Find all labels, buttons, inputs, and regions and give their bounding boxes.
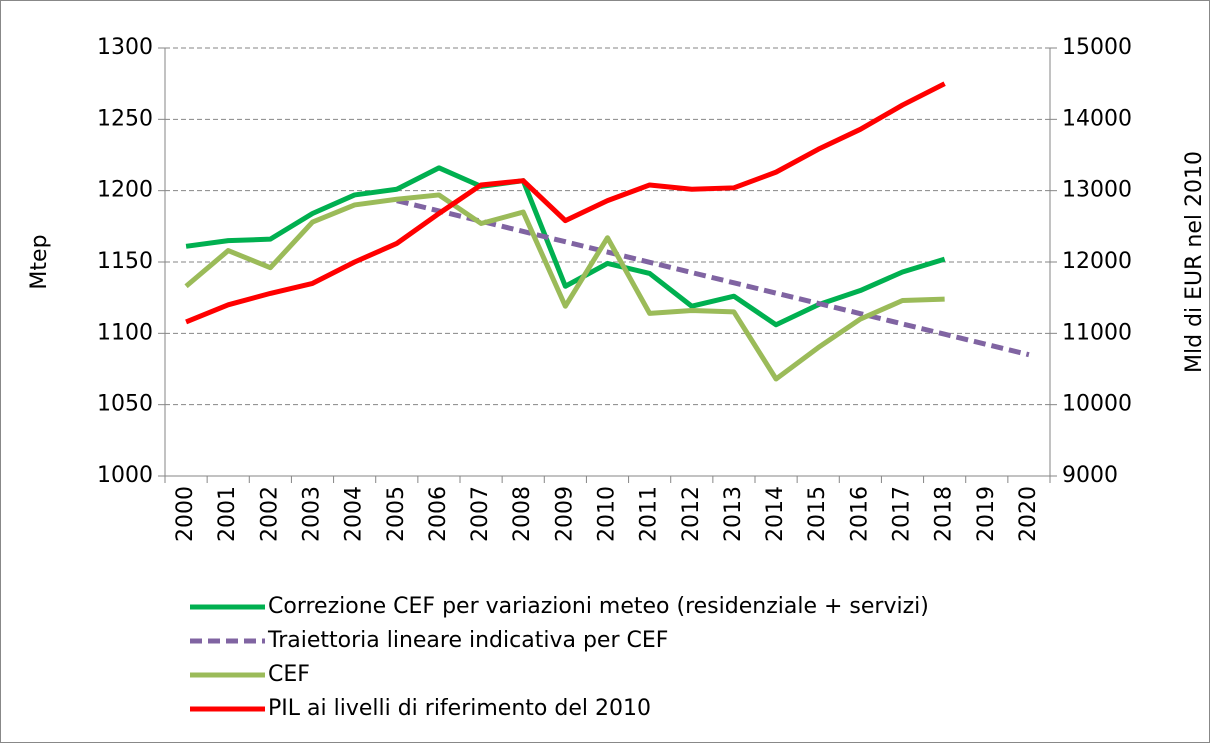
x-tick-label: 2015: [805, 486, 830, 542]
y2-tick-label: 14000: [1062, 106, 1132, 131]
x-tick-label: 2000: [173, 486, 198, 542]
series-line: [396, 198, 1030, 358]
x-tick-label: 2010: [595, 486, 620, 542]
x-tick-label: 2004: [342, 486, 367, 542]
y-tick-label: 1300: [97, 35, 153, 60]
legend-label: Correzione CEF per variazioni meteo (res…: [268, 594, 929, 619]
y-tick-label: 1200: [97, 178, 153, 203]
x-tick-label: 2002: [257, 486, 282, 542]
x-tick-label: 2016: [847, 486, 872, 542]
y-tick-label: 1050: [97, 392, 153, 417]
x-tick-label: 2017: [890, 486, 915, 542]
x-tick-label: 2006: [426, 486, 451, 542]
y-tick-label: 1250: [97, 106, 153, 131]
series-line: [184, 192, 945, 382]
series-line: [185, 81, 946, 325]
y2-tick-label: 10000: [1062, 392, 1132, 417]
x-tick-label: 2007: [468, 486, 493, 542]
y-axis-title: Mtep: [27, 234, 52, 289]
x-tick-label: 2013: [721, 486, 746, 542]
x-tick-label: 2011: [637, 486, 662, 542]
x-tick-label: 2019: [974, 486, 999, 542]
x-tick-label: 2018: [932, 486, 957, 542]
y2-tick-label: 13000: [1062, 178, 1132, 203]
x-tick-label: 2020: [1016, 486, 1041, 542]
x-tick-label: 2003: [300, 486, 325, 542]
x-tick-label: 2009: [552, 486, 577, 542]
x-tick-label: 2012: [679, 486, 704, 542]
y2-tick-label: 15000: [1062, 35, 1132, 60]
x-tick-label: 2001: [215, 486, 240, 542]
legend: Correzione CEF per variazioni meteo (res…: [190, 594, 929, 721]
x-tick-label: 2005: [384, 486, 409, 542]
y2-tick-label: 11000: [1062, 320, 1132, 345]
y2-tick-label: 9000: [1062, 463, 1118, 488]
legend-label: CEF: [268, 662, 310, 687]
x-tick-label: 2014: [763, 486, 788, 542]
y-tick-label: 1100: [97, 320, 153, 345]
y2-tick-label: 12000: [1062, 249, 1132, 274]
x-tick-label: 2008: [510, 486, 535, 542]
y2-axis-title: Mld di EUR nel 2010: [1182, 151, 1207, 373]
legend-label: Traiettoria lineare indicativa per CEF: [267, 628, 668, 653]
y-tick-label: 1150: [97, 249, 153, 274]
y-tick-label: 1000: [97, 463, 153, 488]
legend-label: PIL ai livelli di riferimento del 2010: [268, 696, 651, 721]
